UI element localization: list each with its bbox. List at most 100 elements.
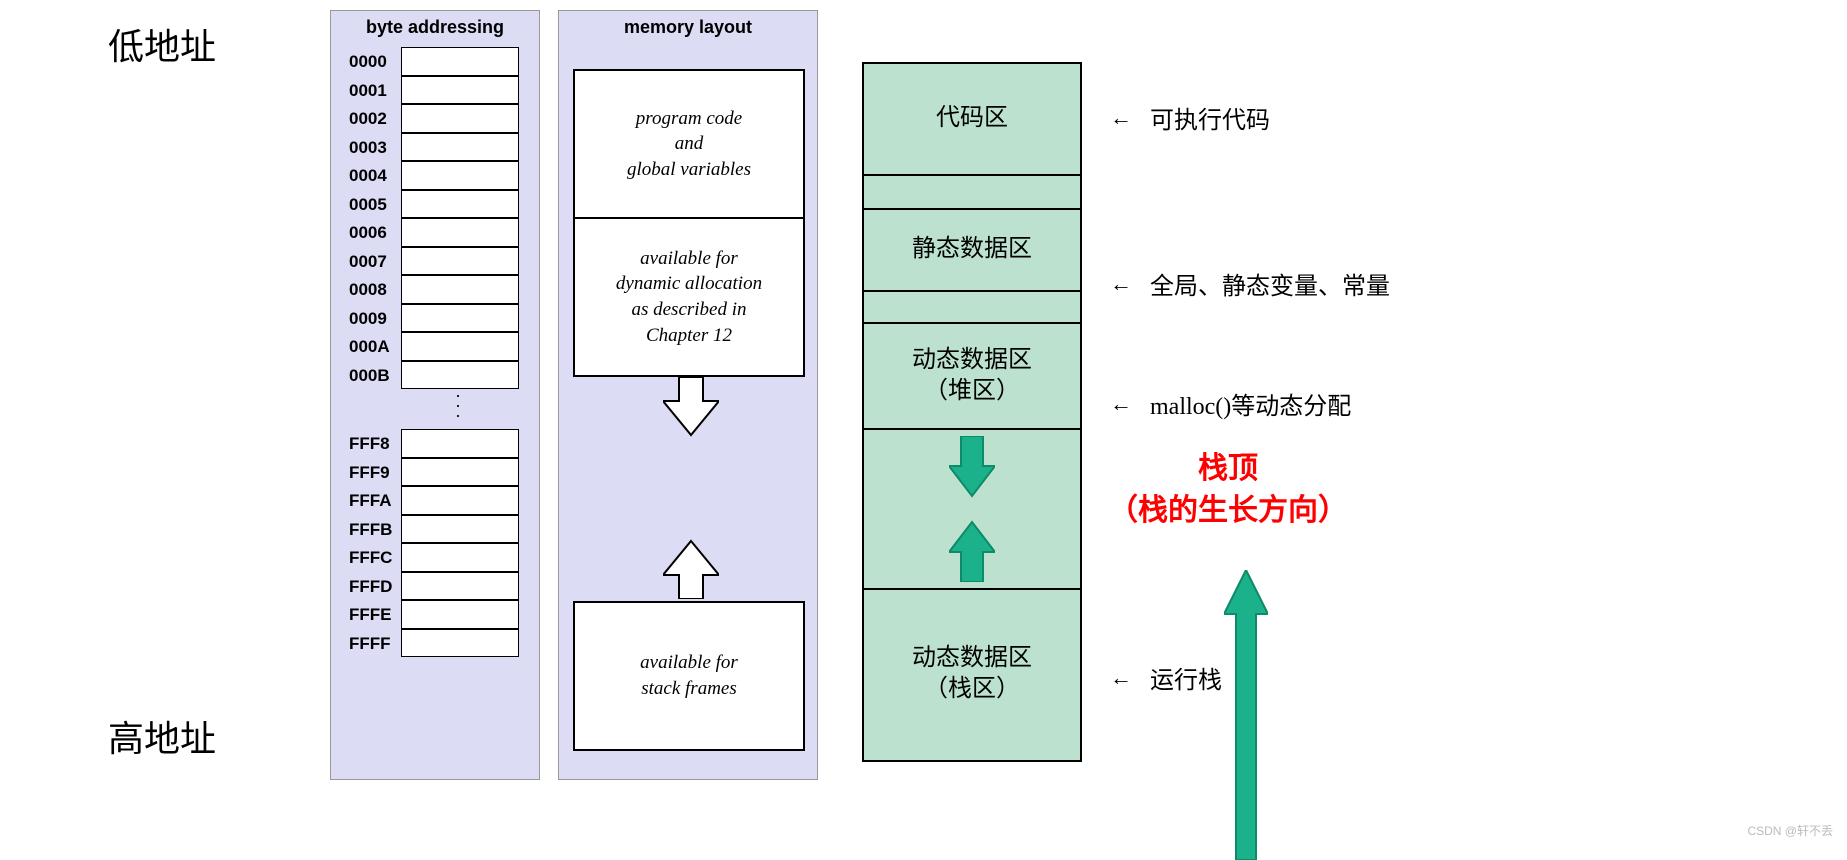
byte-row: 0002: [331, 105, 539, 134]
byte-row: FFFB: [331, 516, 539, 545]
byte-cell: [401, 133, 519, 162]
byte-row: FFFA: [331, 487, 539, 516]
annotation-heap: ← malloc()等动态分配: [1110, 386, 1351, 421]
byte-cell: [401, 190, 519, 219]
memory-box-line: global variables: [627, 157, 751, 183]
byte-row: 0006: [331, 219, 539, 248]
byte-row: 0008: [331, 276, 539, 305]
memory-box-line: dynamic allocation: [616, 271, 762, 297]
region-code: 代码区: [864, 64, 1080, 176]
byte-cell: [401, 486, 519, 515]
memory-layout-column: memory layout program codeandglobal vari…: [558, 10, 818, 780]
region-gap-1: [864, 176, 1080, 210]
byte-row: FFF9: [331, 459, 539, 488]
annotation-code: ← 可执行代码: [1110, 100, 1270, 135]
byte-address: FFFB: [349, 520, 401, 540]
byte-cell: [401, 429, 519, 458]
byte-row: FFFD: [331, 573, 539, 602]
byte-cell: [401, 275, 519, 304]
memory-regions-column: 代码区 静态数据区 动态数据区 （堆区） 动态数据区 （栈区）: [862, 62, 1082, 762]
byte-cell: [401, 572, 519, 601]
arrow-left-icon: ←: [1110, 105, 1132, 131]
byte-address: 0001: [349, 81, 401, 101]
byte-address: FFFD: [349, 577, 401, 597]
memory-box-line: and: [675, 131, 704, 157]
byte-cell: [401, 600, 519, 629]
byte-row: 0007: [331, 248, 539, 277]
stack-top-line2: （栈的生长方向）: [1108, 490, 1348, 532]
byte-cell: [401, 104, 519, 133]
stack-top-label: 栈顶 （栈的生长方向）: [1108, 448, 1348, 532]
byte-cell: [401, 515, 519, 544]
region-middle: [864, 430, 1080, 590]
byte-address: FFFA: [349, 491, 401, 511]
byte-addressing-title: byte addressing: [331, 11, 539, 48]
byte-cell: [401, 47, 519, 76]
byte-address: FFF8: [349, 434, 401, 454]
watermark-text: CSDN @轩不丢: [1747, 822, 1833, 839]
low-address-label: 低地址: [108, 18, 216, 70]
byte-row: FFFE: [331, 601, 539, 630]
annotation-stack-text: 运行栈: [1150, 660, 1222, 695]
region-static: 静态数据区: [864, 210, 1080, 292]
region-heap-line2: （堆区）: [924, 376, 1020, 407]
byte-row: 0009: [331, 305, 539, 334]
memory-box-dynamic: available fordynamic allocationas descri…: [573, 219, 805, 377]
byte-address: 000B: [349, 366, 401, 386]
byte-row: 0001: [331, 77, 539, 106]
byte-ellipsis: ···: [331, 390, 539, 430]
heap-grow-down-arrow-icon: [949, 436, 995, 498]
region-stack-line2: （栈区）: [924, 674, 1020, 705]
byte-row: 0005: [331, 191, 539, 220]
memory-box-line: program code: [636, 106, 742, 132]
region-heap: 动态数据区 （堆区）: [864, 324, 1080, 430]
byte-row: FFFF: [331, 630, 539, 659]
byte-address: 0003: [349, 138, 401, 158]
memory-arrow-up-icon: [663, 539, 719, 599]
stack-direction-arrow-icon: [1224, 570, 1268, 860]
arrow-left-icon: ←: [1110, 665, 1132, 691]
byte-row: FFFC: [331, 544, 539, 573]
byte-row: FFF8: [331, 430, 539, 459]
region-gap-2: [864, 292, 1080, 324]
byte-cell: [401, 161, 519, 190]
byte-address: FFFF: [349, 634, 401, 654]
region-heap-line1: 动态数据区: [912, 345, 1032, 376]
memory-box-line: stack frames: [641, 676, 737, 702]
memory-box-stack-frames: available forstack frames: [573, 601, 805, 751]
memory-box-line: as described in: [631, 297, 746, 323]
memory-box-line: available for: [640, 650, 738, 676]
annotation-heap-text: malloc()等动态分配: [1150, 386, 1351, 421]
memory-arrow-down-icon: [663, 377, 719, 437]
byte-cell: [401, 304, 519, 333]
byte-cell: [401, 332, 519, 361]
byte-addressing-column: byte addressing 0000 0001 0002 0003 00040005…: [330, 10, 540, 780]
byte-address: 0000: [349, 52, 401, 72]
annotation-static-text: 全局、静态变量、常量: [1150, 266, 1390, 301]
byte-row: 0000: [331, 48, 539, 77]
high-address-label: 高地址: [108, 710, 216, 762]
byte-row: 000B: [331, 362, 539, 391]
byte-address: 000A: [349, 337, 401, 357]
byte-row: 0003: [331, 134, 539, 163]
byte-address: FFFE: [349, 605, 401, 625]
byte-row: 0004: [331, 162, 539, 191]
byte-address: FFF9: [349, 463, 401, 483]
annotation-stack: ← 运行栈: [1110, 660, 1222, 695]
byte-cell: [401, 247, 519, 276]
stack-top-line1: 栈顶: [1108, 448, 1348, 490]
region-stack: 动态数据区 （栈区）: [864, 590, 1080, 758]
byte-cell: [401, 629, 519, 658]
byte-address: 0002: [349, 109, 401, 129]
byte-cell: [401, 458, 519, 487]
stack-grow-up-arrow-icon: [949, 520, 995, 582]
byte-address: 0008: [349, 280, 401, 300]
byte-address: 0007: [349, 252, 401, 272]
arrow-left-icon: ←: [1110, 271, 1132, 297]
byte-cell: [401, 543, 519, 572]
byte-row: 000A: [331, 333, 539, 362]
memory-layout-title: memory layout: [559, 11, 817, 48]
byte-address: FFFC: [349, 548, 401, 568]
byte-cell: [401, 76, 519, 105]
byte-address: 0006: [349, 223, 401, 243]
